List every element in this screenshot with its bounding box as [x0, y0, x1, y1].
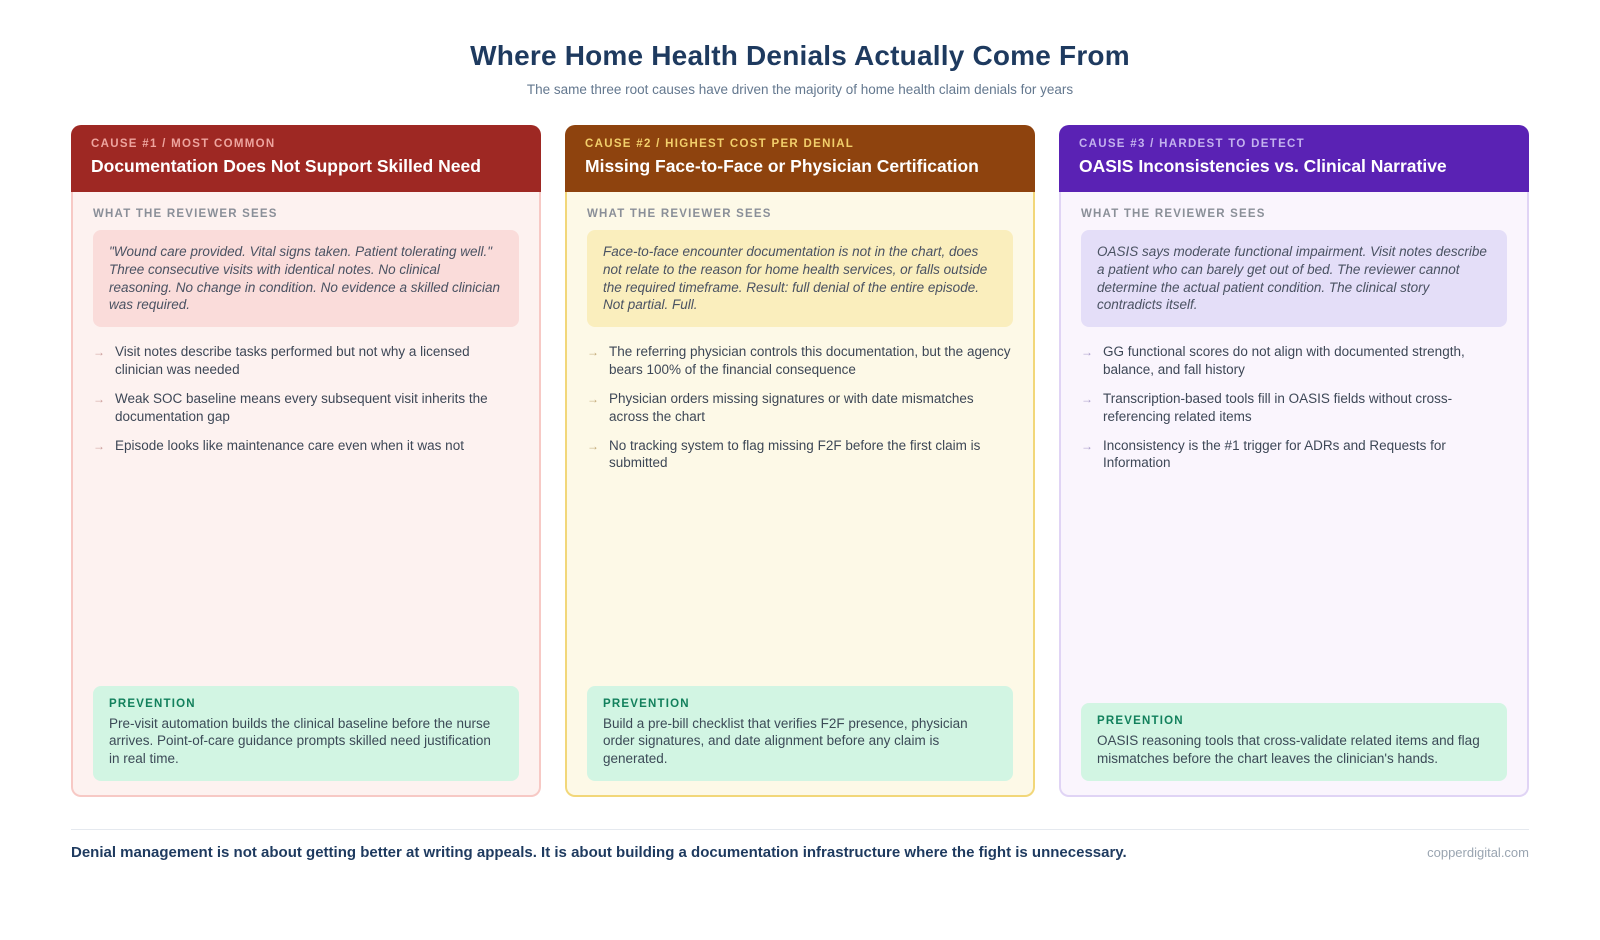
card-header: CAUSE #3 / HARDEST TO DETECT OASIS Incon…: [1059, 125, 1529, 192]
bullet-item: → Transcription-based tools fill in OASI…: [1081, 390, 1507, 426]
page-subtitle: The same three root causes have driven t…: [526, 82, 1074, 97]
reviewer-quote: Face-to-face encounter documentation is …: [587, 230, 1013, 328]
arrow-icon: →: [93, 345, 105, 360]
bullet-item: → Inconsistency is the #1 trigger for AD…: [1081, 437, 1507, 473]
reviewer-sees-label: WHAT THE REVIEWER SEES: [587, 208, 772, 220]
arrow-icon: →: [93, 391, 105, 406]
bullet-item: → Physician orders missing signatures or…: [587, 390, 1013, 426]
card-kicker: CAUSE #1 / MOST COMMON: [91, 138, 276, 150]
cause-card-2: CAUSE #2 / HIGHEST COST PER DENIAL Missi…: [565, 125, 1035, 797]
bullet-text: Weak SOC baseline means every subsequent…: [115, 390, 488, 424]
prevention-label: PREVENTION: [109, 697, 196, 710]
footer-row: Denial management is not about getting b…: [71, 844, 1529, 861]
bullet-item: → GG functional scores do not align with…: [1081, 343, 1507, 379]
bullet-text: Physician orders missing signatures or w…: [609, 390, 974, 424]
bullet-item: → Episode looks like maintenance care ev…: [93, 437, 519, 455]
arrow-icon: →: [93, 438, 105, 453]
prevention-text: Pre-visit automation builds the clinical…: [109, 715, 491, 767]
bullet-item: → Weak SOC baseline means every subseque…: [93, 390, 519, 426]
page-footer: Denial management is not about getting b…: [71, 829, 1529, 861]
card-body: WHAT THE REVIEWER SEES OASIS says modera…: [1059, 192, 1529, 797]
cause-cards-row: CAUSE #1 / MOST COMMON Documentation Doe…: [71, 125, 1529, 797]
card-header: CAUSE #1 / MOST COMMON Documentation Doe…: [71, 125, 541, 192]
page-header: Where Home Health Denials Actually Come …: [0, 40, 1600, 97]
page-title: Where Home Health Denials Actually Come …: [470, 40, 1130, 71]
card-title: Documentation Does Not Support Skilled N…: [91, 156, 481, 176]
arrow-icon: →: [1081, 438, 1093, 453]
card-header: CAUSE #2 / HIGHEST COST PER DENIAL Missi…: [565, 125, 1035, 192]
arrow-icon: →: [587, 438, 599, 453]
arrow-icon: →: [587, 345, 599, 360]
prevention-text: OASIS reasoning tools that cross-validat…: [1097, 733, 1480, 767]
arrow-icon: →: [1081, 345, 1093, 360]
bullet-text: Transcription-based tools fill in OASIS …: [1103, 390, 1453, 424]
bullet-text: Episode looks like maintenance care even…: [115, 437, 464, 453]
footer-divider: [71, 829, 1529, 830]
cause-card-1: CAUSE #1 / MOST COMMON Documentation Doe…: [71, 125, 541, 797]
prevention-box: PREVENTION Build a pre-bill checklist th…: [587, 685, 1013, 781]
reviewer-sees-label: WHAT THE REVIEWER SEES: [93, 208, 278, 220]
bullet-list: → GG functional scores do not align with…: [1081, 343, 1507, 483]
footer-statement: Denial management is not about getting b…: [71, 844, 1127, 861]
bullet-item: → The referring physician controls this …: [587, 343, 1013, 379]
arrow-icon: →: [1081, 391, 1093, 406]
card-title: Missing Face-to-Face or Physician Certif…: [585, 156, 979, 176]
bullet-text: GG functional scores do not align with d…: [1103, 344, 1465, 378]
prevention-label: PREVENTION: [603, 697, 690, 710]
bullet-item: → No tracking system to flag missing F2F…: [587, 437, 1013, 473]
card-title: OASIS Inconsistencies vs. Clinical Narra…: [1079, 156, 1447, 176]
card-kicker: CAUSE #3 / HARDEST TO DETECT: [1079, 138, 1305, 150]
reviewer-quote: "Wound care provided. Vital signs taken.…: [93, 230, 519, 328]
reviewer-sees-label: WHAT THE REVIEWER SEES: [1081, 208, 1266, 220]
prevention-box: PREVENTION OASIS reasoning tools that cr…: [1081, 703, 1507, 781]
card-body: WHAT THE REVIEWER SEES "Wound care provi…: [71, 192, 541, 797]
arrow-icon: →: [587, 391, 599, 406]
bullet-list: → Visit notes describe tasks performed b…: [93, 343, 519, 465]
card-kicker: CAUSE #2 / HIGHEST COST PER DENIAL: [585, 138, 855, 150]
prevention-box: PREVENTION Pre-visit automation builds t…: [93, 685, 519, 781]
bullet-text: The referring physician controls this do…: [609, 344, 1011, 378]
prevention-label: PREVENTION: [1097, 715, 1184, 728]
cause-card-3: CAUSE #3 / HARDEST TO DETECT OASIS Incon…: [1059, 125, 1529, 797]
bullet-text: Visit notes describe tasks performed but…: [115, 344, 470, 378]
card-body: WHAT THE REVIEWER SEES Face-to-face enco…: [565, 192, 1035, 797]
prevention-text: Build a pre-bill checklist that verifies…: [603, 715, 968, 767]
bullet-list: → The referring physician controls this …: [587, 343, 1013, 483]
bullet-text: No tracking system to flag missing F2F b…: [609, 437, 981, 471]
footer-source: copperdigital.com: [1427, 845, 1529, 860]
bullet-item: → Visit notes describe tasks performed b…: [93, 343, 519, 379]
reviewer-quote: OASIS says moderate functional impairmen…: [1081, 230, 1507, 328]
bullet-text: Inconsistency is the #1 trigger for ADRs…: [1103, 437, 1446, 471]
